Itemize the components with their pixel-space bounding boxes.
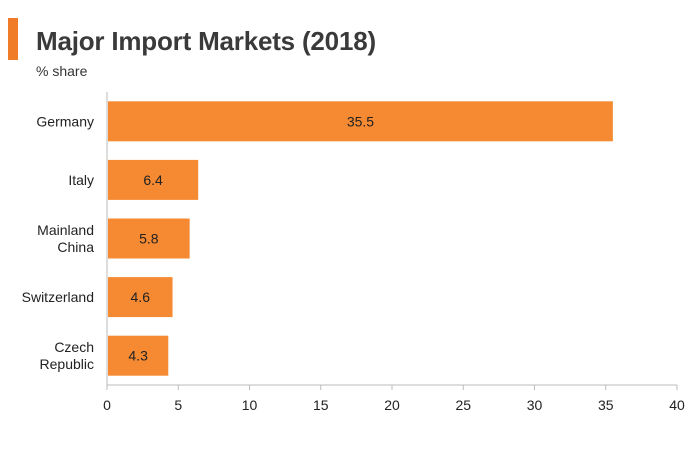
category-label: Republic [40, 356, 94, 372]
x-tick-label: 25 [455, 397, 471, 413]
x-tick-label: 15 [313, 397, 329, 413]
title-accent-bar [8, 18, 18, 60]
category-label: China [57, 239, 94, 255]
bar-value-label: 4.6 [131, 289, 151, 305]
bar-value-label: 35.5 [347, 113, 374, 129]
bar-czech-republic [108, 335, 169, 376]
category-label: Italy [68, 172, 94, 188]
bar-italy [108, 159, 199, 200]
bar-germany [108, 101, 613, 142]
category-label: Czech [54, 339, 94, 355]
category-label: Mainland [37, 222, 94, 238]
bar-value-label: 5.8 [139, 231, 159, 247]
bar-mainland-china [108, 218, 190, 259]
x-tick-label: 5 [174, 397, 182, 413]
bar-value-label: 4.3 [128, 348, 148, 364]
x-tick-label: 10 [242, 397, 258, 413]
chart-title: Major Import Markets (2018) [36, 26, 376, 56]
chart-subtitle: % share [36, 63, 88, 79]
x-tick-label: 35 [598, 397, 614, 413]
x-tick-label: 40 [669, 397, 685, 413]
category-label: Switzerland [22, 289, 94, 305]
category-label: Germany [36, 113, 94, 129]
bar-switzerland [108, 277, 173, 318]
x-tick-label: 30 [527, 397, 543, 413]
x-tick-label: 0 [103, 397, 111, 413]
bar-value-label: 6.4 [143, 172, 163, 188]
x-tick-label: 20 [384, 397, 400, 413]
